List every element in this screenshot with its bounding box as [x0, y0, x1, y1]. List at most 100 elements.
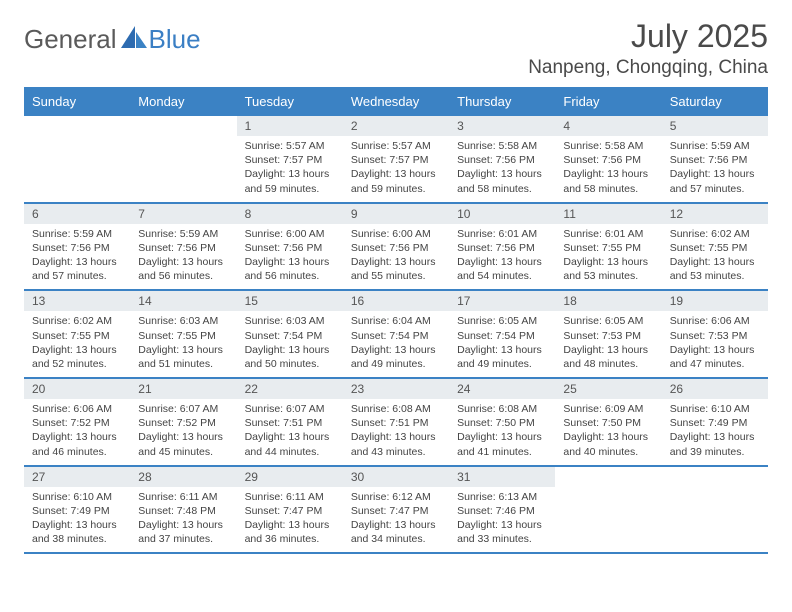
sunset-line: Sunset: 7:56 PM: [32, 241, 122, 255]
sunset-line: Sunset: 7:51 PM: [351, 416, 441, 430]
day-number: 24: [449, 379, 555, 399]
day-number: 13: [24, 291, 130, 311]
calendar-week: 1Sunrise: 5:57 AMSunset: 7:57 PMDaylight…: [24, 115, 768, 203]
sunrise-line: Sunrise: 6:13 AM: [457, 490, 547, 504]
sunset-line: Sunset: 7:54 PM: [245, 329, 335, 343]
sunrise-line: Sunrise: 6:03 AM: [245, 314, 335, 328]
month-title: July 2025: [528, 18, 768, 55]
sunrise-line: Sunrise: 6:00 AM: [245, 227, 335, 241]
sunrise-line: Sunrise: 6:08 AM: [351, 402, 441, 416]
daylight-line: Daylight: 13 hours and 49 minutes.: [457, 343, 547, 371]
calendar-cell: 9Sunrise: 6:00 AMSunset: 7:56 PMDaylight…: [343, 203, 449, 291]
day-number: 19: [662, 291, 768, 311]
day-number: 26: [662, 379, 768, 399]
calendar-cell: [130, 115, 236, 203]
day-number: 2: [343, 116, 449, 136]
day-number: 14: [130, 291, 236, 311]
calendar-cell: 8Sunrise: 6:00 AMSunset: 7:56 PMDaylight…: [237, 203, 343, 291]
day-details: Sunrise: 6:12 AMSunset: 7:47 PMDaylight:…: [343, 487, 449, 553]
daylight-line: Daylight: 13 hours and 55 minutes.: [351, 255, 441, 283]
daylight-line: Daylight: 13 hours and 43 minutes.: [351, 430, 441, 458]
day-details: Sunrise: 6:07 AMSunset: 7:51 PMDaylight:…: [237, 399, 343, 465]
sunrise-line: Sunrise: 5:58 AM: [563, 139, 653, 153]
sunset-line: Sunset: 7:52 PM: [32, 416, 122, 430]
logo-text-2: Blue: [149, 24, 201, 55]
calendar-cell: 3Sunrise: 5:58 AMSunset: 7:56 PMDaylight…: [449, 115, 555, 203]
day-number: 23: [343, 379, 449, 399]
day-details: Sunrise: 6:05 AMSunset: 7:54 PMDaylight:…: [449, 311, 555, 377]
calendar-cell: 23 Sunrise: 6:08 AMSunset: 7:51 PMDayligh…: [343, 378, 449, 466]
sunrise-line: Sunrise: 6:01 AM: [563, 227, 653, 241]
sunset-line: Sunset: 7:49 PM: [670, 416, 760, 430]
calendar-cell: 25Sunrise: 6:09 AMSunset: 7:50 PMDayligh…: [555, 378, 661, 466]
day-details: Sunrise: 6:06 AMSunset: 7:52 PMDaylight:…: [24, 399, 130, 465]
day-number: 25: [555, 379, 661, 399]
day-number: 3: [449, 116, 555, 136]
sunrise-line: Sunrise: 6:06 AM: [32, 402, 122, 416]
day-number: 9: [343, 204, 449, 224]
calendar-cell: 15Sunrise: 6:03 AMSunset: 7:54 PMDayligh…: [237, 290, 343, 378]
calendar-cell: [24, 115, 130, 203]
sunrise-line: Sunrise: 6:04 AM: [351, 314, 441, 328]
daylight-line: Daylight: 13 hours and 58 minutes.: [457, 167, 547, 195]
daylight-line: Daylight: 13 hours and 33 minutes.: [457, 518, 547, 546]
title-block: July 2025 Nanpeng, Chongqing, China: [528, 18, 768, 79]
sunrise-line: Sunrise: 6:08 AM: [457, 402, 547, 416]
day-number: 17: [449, 291, 555, 311]
day-number: 11: [555, 204, 661, 224]
day-number: 22: [237, 379, 343, 399]
calendar-cell: 13Sunrise: 6:02 AMSunset: 7:55 PMDayligh…: [24, 290, 130, 378]
sunset-line: Sunset: 7:57 PM: [351, 153, 441, 167]
sunset-line: Sunset: 7:49 PM: [32, 504, 122, 518]
daylight-line: Daylight: 13 hours and 54 minutes.: [457, 255, 547, 283]
sunset-line: Sunset: 7:54 PM: [457, 329, 547, 343]
day-details: Sunrise: 6:01 AMSunset: 7:55 PMDaylight:…: [555, 224, 661, 290]
day-header: Sunday: [24, 88, 130, 115]
sunrise-line: Sunrise: 6:05 AM: [457, 314, 547, 328]
calendar-cell: 31Sunrise: 6:13 AMSunset: 7:46 PMDayligh…: [449, 466, 555, 554]
day-details: Sunrise: 6:03 AMSunset: 7:54 PMDaylight:…: [237, 311, 343, 377]
calendar-cell: 14Sunrise: 6:03 AMSunset: 7:55 PMDayligh…: [130, 290, 236, 378]
sunset-line: Sunset: 7:57 PM: [245, 153, 335, 167]
daylight-line: Daylight: 13 hours and 38 minutes.: [32, 518, 122, 546]
calendar-cell: 30Sunrise: 6:12 AMSunset: 7:47 PMDayligh…: [343, 466, 449, 554]
day-number: 27: [24, 467, 130, 487]
calendar-table: SundayMondayTuesdayWednesdayThursdayFrid…: [24, 87, 768, 554]
sunset-line: Sunset: 7:50 PM: [457, 416, 547, 430]
sunset-line: Sunset: 7:55 PM: [138, 329, 228, 343]
daylight-line: Daylight: 13 hours and 49 minutes.: [351, 343, 441, 371]
calendar-body: 1Sunrise: 5:57 AMSunset: 7:57 PMDaylight…: [24, 115, 768, 553]
sunset-line: Sunset: 7:53 PM: [563, 329, 653, 343]
sunset-line: Sunset: 7:56 PM: [670, 153, 760, 167]
sunrise-line: Sunrise: 6:07 AM: [138, 402, 228, 416]
sunrise-line: Sunrise: 6:11 AM: [245, 490, 335, 504]
sunrise-line: Sunrise: 5:57 AM: [245, 139, 335, 153]
day-number: 18: [555, 291, 661, 311]
calendar-cell: 18Sunrise: 6:05 AMSunset: 7:53 PMDayligh…: [555, 290, 661, 378]
calendar-cell: 22Sunrise: 6:07 AMSunset: 7:51 PMDayligh…: [237, 378, 343, 466]
day-details: Sunrise: 6:03 AMSunset: 7:55 PMDaylight:…: [130, 311, 236, 377]
sunrise-line: Sunrise: 6:02 AM: [670, 227, 760, 241]
sunrise-line: Sunrise: 6:00 AM: [351, 227, 441, 241]
sunset-line: Sunset: 7:50 PM: [563, 416, 653, 430]
day-number: 5: [662, 116, 768, 136]
day-details: Sunrise: 5:59 AMSunset: 7:56 PMDaylight:…: [24, 224, 130, 290]
sunset-line: Sunset: 7:47 PM: [351, 504, 441, 518]
calendar-cell: [662, 466, 768, 554]
daylight-line: Daylight: 13 hours and 57 minutes.: [670, 167, 760, 195]
daylight-line: Daylight: 13 hours and 37 minutes.: [138, 518, 228, 546]
day-details: Sunrise: 6:02 AMSunset: 7:55 PMDaylight:…: [24, 311, 130, 377]
daylight-line: Daylight: 13 hours and 53 minutes.: [563, 255, 653, 283]
daylight-line: Daylight: 13 hours and 47 minutes.: [670, 343, 760, 371]
day-details: Sunrise: 5:57 AMSunset: 7:57 PMDaylight:…: [343, 136, 449, 202]
calendar-header-row: SundayMondayTuesdayWednesdayThursdayFrid…: [24, 88, 768, 115]
day-details: Sunrise: 6:09 AMSunset: 7:50 PMDaylight:…: [555, 399, 661, 465]
day-header: Tuesday: [237, 88, 343, 115]
day-number: 30: [343, 467, 449, 487]
location: Nanpeng, Chongqing, China: [528, 57, 768, 79]
calendar-cell: [555, 466, 661, 554]
day-details: Sunrise: 6:00 AMSunset: 7:56 PMDaylight:…: [237, 224, 343, 290]
day-details: Sunrise: 6:01 AMSunset: 7:56 PMDaylight:…: [449, 224, 555, 290]
sunset-line: Sunset: 7:51 PM: [245, 416, 335, 430]
calendar-cell: 6Sunrise: 5:59 AMSunset: 7:56 PMDaylight…: [24, 203, 130, 291]
